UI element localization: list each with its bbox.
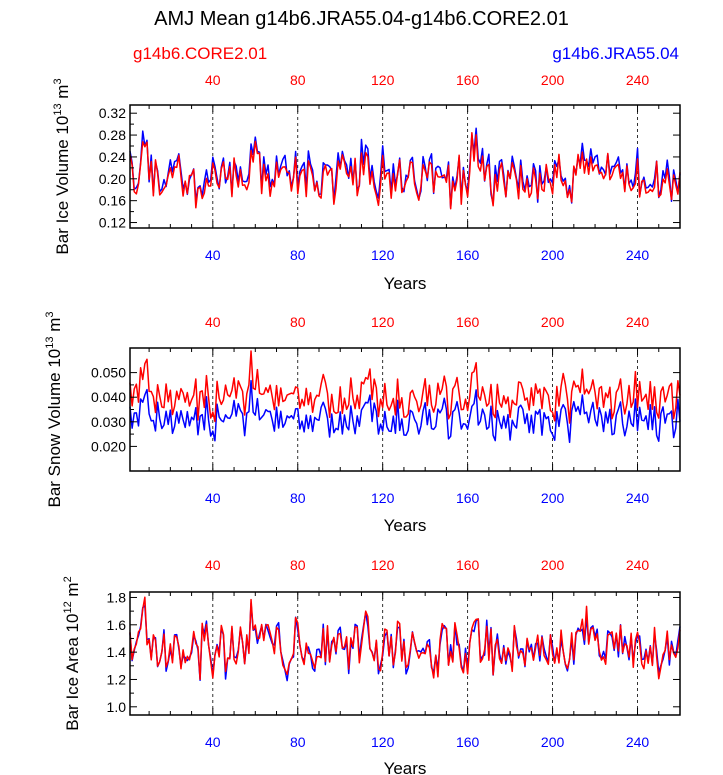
x-tick-label-bottom: 160 <box>456 734 480 750</box>
x-tick-label-bottom: 40 <box>205 490 221 506</box>
x-tick-label-top: 200 <box>541 557 565 573</box>
y-tick-label: 0.20 <box>99 171 126 187</box>
y-axis-label: Bar Ice Volume 1013 m3 <box>52 78 72 254</box>
x-tick-label-top: 160 <box>456 557 480 573</box>
x-tick-label-bottom: 200 <box>541 734 565 750</box>
x-tick-label-bottom: 200 <box>541 247 565 263</box>
x-axis-label: Years <box>384 516 427 535</box>
x-tick-label-bottom: 240 <box>626 734 650 750</box>
y-tick-label: 0.12 <box>99 215 126 231</box>
x-tick-label-bottom: 160 <box>456 490 480 506</box>
x-tick-label-bottom: 240 <box>626 490 650 506</box>
legend-core: g14b6.CORE2.01 <box>133 44 268 63</box>
x-tick-label-top: 80 <box>290 314 306 330</box>
x-tick-label-bottom: 200 <box>541 490 565 506</box>
y-axis-label: Bar Ice Area 1012 m2 <box>62 576 82 730</box>
y-tick-label: 0.28 <box>99 127 126 143</box>
x-tick-label-top: 160 <box>456 314 480 330</box>
x-tick-label-bottom: 40 <box>205 734 221 750</box>
series-line-core <box>129 350 681 424</box>
y-tick-label: 0.040 <box>91 389 126 405</box>
x-tick-label-top: 200 <box>541 72 565 88</box>
x-tick-label-bottom: 40 <box>205 247 221 263</box>
x-tick-label-top: 80 <box>290 72 306 88</box>
x-tick-label-top: 40 <box>205 72 221 88</box>
x-tick-label-bottom: 240 <box>626 247 650 263</box>
x-tick-label-top: 120 <box>371 557 395 573</box>
x-tick-label-bottom: 120 <box>371 734 395 750</box>
x-tick-label-top: 80 <box>290 557 306 573</box>
y-tick-label: 0.030 <box>91 414 126 430</box>
x-tick-label-top: 240 <box>626 557 650 573</box>
y-tick-label: 1.4 <box>107 644 127 660</box>
plot-frame <box>129 104 681 229</box>
x-tick-label-top: 240 <box>626 314 650 330</box>
x-tick-label-bottom: 120 <box>371 247 395 263</box>
x-tick-label-top: 40 <box>205 557 221 573</box>
y-tick-label: 0.32 <box>99 105 126 121</box>
legend-jra: g14b6.JRA55.04 <box>552 44 679 63</box>
x-tick-label-top: 120 <box>371 314 395 330</box>
x-tick-label-top: 160 <box>456 72 480 88</box>
series-line-jra <box>129 379 681 444</box>
series-line-core <box>129 132 681 210</box>
x-tick-label-bottom: 160 <box>456 247 480 263</box>
x-tick-label-top: 40 <box>205 314 221 330</box>
series-line-core <box>129 596 681 681</box>
y-tick-label: 0.050 <box>91 365 126 381</box>
y-axis-label: Bar Snow Volume 1013 m3 <box>44 311 64 507</box>
x-tick-label-bottom: 80 <box>290 490 306 506</box>
x-tick-label-bottom: 80 <box>290 247 306 263</box>
x-axis-label: Years <box>384 274 427 293</box>
y-tick-label: 0.16 <box>99 193 126 209</box>
plot-frame <box>129 591 681 716</box>
x-tick-label-bottom: 80 <box>290 734 306 750</box>
chart-title: AMJ Mean g14b6.JRA55.04-g14b6.CORE2.01 <box>154 8 569 30</box>
y-tick-label: 0.24 <box>99 149 126 165</box>
y-tick-label: 1.0 <box>107 699 127 715</box>
x-tick-label-top: 200 <box>541 314 565 330</box>
y-tick-label: 0.020 <box>91 438 126 454</box>
x-tick-label-bottom: 120 <box>371 490 395 506</box>
y-tick-label: 1.2 <box>107 671 127 687</box>
y-tick-label: 1.6 <box>107 617 127 633</box>
x-axis-label: Years <box>384 759 427 775</box>
x-tick-label-top: 120 <box>371 72 395 88</box>
y-tick-label: 1.8 <box>107 589 127 605</box>
x-tick-label-top: 240 <box>626 72 650 88</box>
